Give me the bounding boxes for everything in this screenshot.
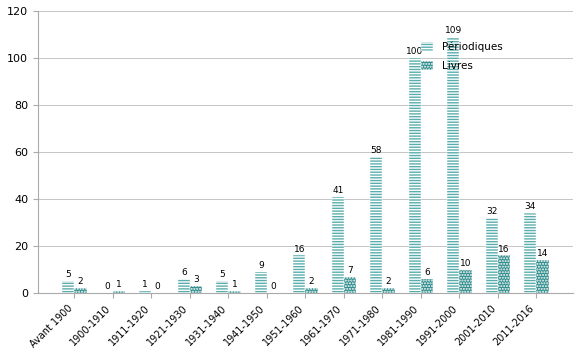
Text: 14: 14	[537, 249, 548, 258]
Text: 2: 2	[309, 277, 314, 287]
Text: 58: 58	[371, 146, 382, 155]
Bar	[382, 288, 395, 293]
Bar	[536, 260, 549, 293]
Text: 41: 41	[332, 186, 343, 195]
Text: 10: 10	[460, 258, 472, 268]
Bar	[139, 290, 151, 293]
Text: 16: 16	[498, 245, 510, 253]
Bar	[229, 290, 241, 293]
Bar	[408, 58, 421, 293]
Bar	[306, 288, 318, 293]
Bar	[62, 281, 74, 293]
Text: 9: 9	[258, 261, 264, 270]
Bar	[459, 269, 472, 293]
Bar	[113, 290, 125, 293]
Text: 32: 32	[486, 207, 498, 216]
Text: 7: 7	[347, 266, 353, 275]
Bar	[421, 279, 433, 293]
Text: 16: 16	[293, 245, 305, 253]
Bar	[524, 213, 537, 293]
Bar	[293, 255, 306, 293]
Text: 0: 0	[155, 282, 161, 291]
Text: 0: 0	[104, 282, 110, 291]
Bar	[177, 279, 190, 293]
Text: 109: 109	[445, 26, 462, 35]
Bar	[344, 277, 356, 293]
Text: 5: 5	[219, 271, 225, 279]
Text: 1: 1	[116, 280, 122, 289]
Text: 5: 5	[66, 271, 71, 279]
Text: 1: 1	[143, 280, 148, 289]
Bar	[485, 218, 498, 293]
Bar	[447, 37, 459, 293]
Text: 3: 3	[193, 275, 199, 284]
Bar	[74, 288, 87, 293]
Text: 2: 2	[78, 277, 84, 287]
Bar	[255, 272, 267, 293]
Bar	[332, 197, 344, 293]
Text: 2: 2	[386, 277, 392, 287]
Text: 1: 1	[232, 280, 237, 289]
Bar	[370, 157, 382, 293]
Legend: Périodiques, Livres: Périodiques, Livres	[418, 39, 506, 74]
Text: 6: 6	[424, 268, 430, 277]
Text: 100: 100	[406, 47, 423, 56]
Text: 0: 0	[270, 282, 276, 291]
Bar	[216, 281, 229, 293]
Bar	[190, 286, 202, 293]
Bar	[498, 255, 510, 293]
Text: 34: 34	[524, 202, 536, 211]
Text: 6: 6	[181, 268, 187, 277]
